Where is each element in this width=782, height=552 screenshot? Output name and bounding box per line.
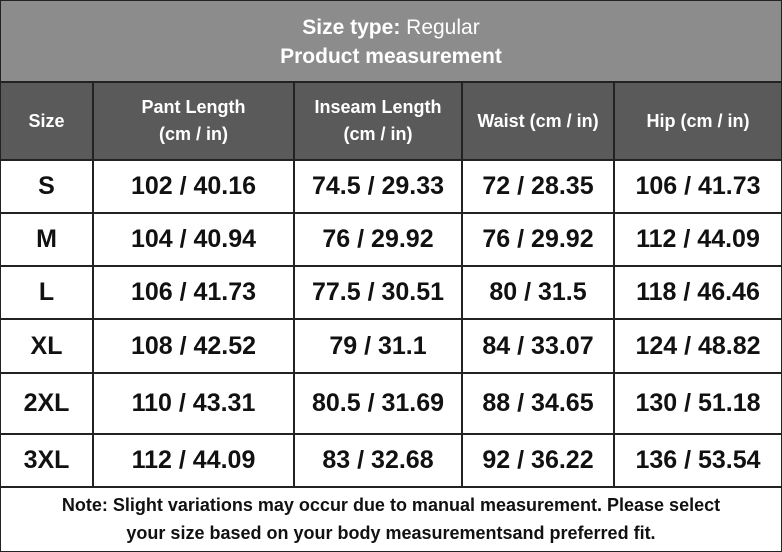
measurement-cell: 130 / 51.18 xyxy=(613,372,781,435)
measurement-cell: 74.5 / 29.33 xyxy=(293,159,463,214)
size-table: Size Pant Length (cm / in) Inseam Length (cm… xyxy=(1,83,781,488)
column-header-line: Size xyxy=(28,110,65,131)
table-row: XL 108 / 42.52 79 / 31.1 84 / 33.07 124 / 48… xyxy=(1,318,781,374)
table-row: 3XL 112 / 44.09 83 / 32.68 92 / 36.22 136 / … xyxy=(1,433,781,488)
title-block: Size type: Regular Product measurement xyxy=(1,1,781,83)
column-header: Inseam Length (cm / in) xyxy=(293,83,463,161)
measurement-cell: 112 / 44.09 xyxy=(92,433,295,488)
column-header-line: Hip (cm / in) xyxy=(646,110,750,131)
size-cell: 2XL xyxy=(1,372,94,435)
column-header-line: (cm / in) xyxy=(343,124,413,144)
column-header-line: (cm / in) xyxy=(158,124,228,144)
measurement-cell: 88 / 34.65 xyxy=(461,372,615,435)
title-value: Regular xyxy=(406,16,480,39)
measurement-cell: 136 / 53.54 xyxy=(613,433,781,488)
title-line: Size type: Regular xyxy=(1,13,781,42)
column-header-line: Inseam Length xyxy=(314,97,442,117)
measurement-cell: 80 / 31.5 xyxy=(461,265,615,320)
measurement-cell: 77.5 / 30.51 xyxy=(293,265,463,320)
column-header-line: Pant Length xyxy=(141,97,246,117)
note: Note: Slight variations may occur due to… xyxy=(1,488,781,547)
size-cell: 3XL xyxy=(1,433,94,488)
table-body: S 102 / 40.16 74.5 / 29.33 72 / 28.35 106 / … xyxy=(1,159,781,488)
table-row: L 106 / 41.73 77.5 / 30.51 80 / 31.5 118 / 4… xyxy=(1,265,781,320)
column-header: Hip (cm / in) xyxy=(613,83,781,161)
measurement-cell: 112 / 44.09 xyxy=(613,212,781,267)
measurement-cell: 110 / 43.31 xyxy=(92,372,295,435)
measurement-cell: 80.5 / 31.69 xyxy=(293,372,463,435)
table-row: 2XL 110 / 43.31 80.5 / 31.69 88 / 34.65 130 … xyxy=(1,372,781,435)
measurement-cell: 104 / 40.94 xyxy=(92,212,295,267)
measurement-cell: 72 / 28.35 xyxy=(461,159,615,214)
title-label: Size type: xyxy=(302,16,401,39)
measurement-cell: 118 / 46.46 xyxy=(613,265,781,320)
table-row: M 104 / 40.94 76 / 29.92 76 / 29.92 112 / 44… xyxy=(1,212,781,267)
measurement-cell: 106 / 41.73 xyxy=(92,265,295,320)
size-cell: S xyxy=(1,159,94,214)
measurement-cell: 102 / 40.16 xyxy=(92,159,295,214)
measurement-cell: 83 / 32.68 xyxy=(293,433,463,488)
measurement-cell: 76 / 29.92 xyxy=(461,212,615,267)
measurement-cell: 108 / 42.52 xyxy=(92,318,295,374)
size-cell: M xyxy=(1,212,94,267)
note-line: your size based on your body measurement… xyxy=(126,523,656,543)
column-header: Size xyxy=(1,83,94,161)
column-header-line: Waist (cm / in) xyxy=(477,110,599,131)
measurement-cell: 124 / 48.82 xyxy=(613,318,781,374)
measurement-cell: 76 / 29.92 xyxy=(293,212,463,267)
header-row: Size Pant Length (cm / in) Inseam Length (cm… xyxy=(1,83,781,161)
column-header: Waist (cm / in) xyxy=(461,83,615,161)
column-header: Pant Length (cm / in) xyxy=(92,83,295,161)
measurement-cell: 79 / 31.1 xyxy=(293,318,463,374)
size-cell: XL xyxy=(1,318,94,374)
note-line: Note: Slight variations may occur due to… xyxy=(61,495,721,515)
table-row: S 102 / 40.16 74.5 / 29.33 72 / 28.35 106 / … xyxy=(1,159,781,214)
measurement-cell: 84 / 33.07 xyxy=(461,318,615,374)
subtitle: Product measurement xyxy=(280,45,502,68)
size-cell: L xyxy=(1,265,94,320)
measurement-cell: 106 / 41.73 xyxy=(613,159,781,214)
measurement-cell: 92 / 36.22 xyxy=(461,433,615,488)
